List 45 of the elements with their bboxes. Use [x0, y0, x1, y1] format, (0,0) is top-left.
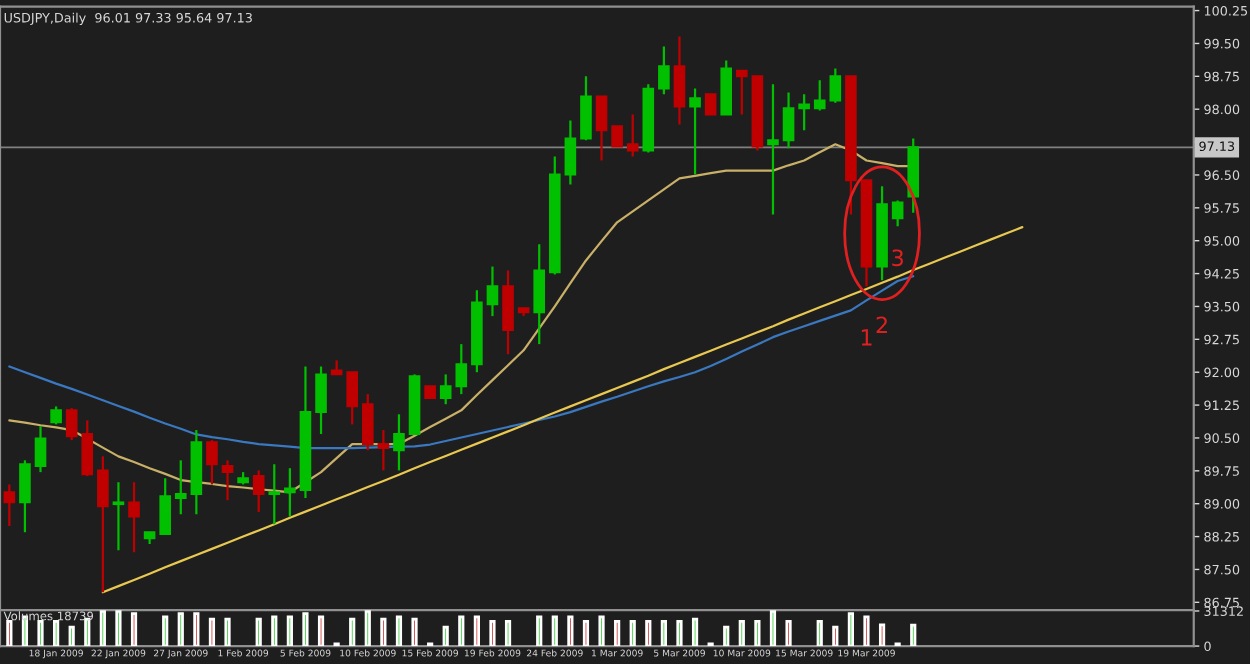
candlestick: [174, 459, 187, 516]
candlestick: [112, 481, 125, 552]
candlestick: [782, 91, 795, 150]
candlestick: [564, 119, 577, 186]
annotation: 3: [892, 249, 903, 267]
candlestick: [767, 83, 779, 216]
candlestick: [3, 483, 16, 528]
candlestick: [704, 93, 717, 116]
candlestick: [502, 269, 514, 356]
candlestick: [221, 459, 234, 502]
candlestick: [315, 365, 327, 436]
candlestick: [393, 413, 405, 472]
candlestick: [346, 371, 358, 426]
candlestick: [891, 199, 904, 228]
candlestick: [81, 419, 94, 478]
candlestick: [673, 35, 686, 126]
candlestick: [580, 75, 592, 142]
candlestick: [128, 481, 140, 554]
candlestick: [361, 393, 374, 452]
annotation: 2: [876, 316, 887, 333]
candlestick: [611, 125, 623, 148]
candlestick: [658, 45, 670, 96]
candlestick: [377, 428, 390, 472]
candlestick: [34, 425, 47, 474]
candlestick: [268, 463, 281, 526]
candlestick: [813, 79, 826, 112]
candlestick: [19, 459, 31, 534]
candlestick: [689, 87, 701, 176]
line-series: [101, 226, 1024, 594]
candlestick: [736, 69, 748, 116]
candlestick: [798, 93, 810, 132]
candlestick: [626, 113, 639, 158]
candlestick: [533, 243, 546, 346]
candlestick: [206, 439, 218, 486]
candlestick: [720, 59, 733, 116]
annotation: 1: [861, 329, 872, 346]
candlestick: [829, 67, 842, 104]
candlestick: [65, 407, 78, 442]
candlestick: [252, 469, 265, 514]
candlestick: [97, 455, 109, 594]
candlestick: [159, 477, 171, 536]
candlestick: [595, 95, 608, 162]
candlestick: [284, 467, 296, 518]
candlestick: [486, 265, 499, 318]
line-series: [8, 275, 915, 450]
